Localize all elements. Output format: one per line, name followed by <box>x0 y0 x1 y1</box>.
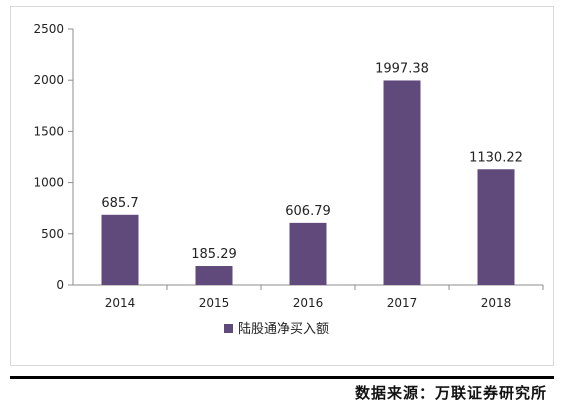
bar-2014 <box>101 214 139 285</box>
x-tick-label: 2015 <box>199 296 230 310</box>
chart-frame: 0 500 1000 1500 2000 2500 2014 685.7 2015 185.29 2… <box>10 6 554 366</box>
y-tick-label: 1500 <box>33 124 64 138</box>
bar-2016 <box>289 222 327 285</box>
x-tick-label: 2017 <box>387 296 418 310</box>
y-tick-label: 0 <box>56 278 64 292</box>
legend-swatch <box>224 324 233 333</box>
x-tick-label: 2018 <box>481 296 512 310</box>
data-label: 606.79 <box>285 204 331 219</box>
y-tick-label: 2500 <box>33 22 64 36</box>
data-label: 185.29 <box>191 247 237 262</box>
bar-2017 <box>383 80 421 285</box>
data-label: 685.7 <box>101 196 138 211</box>
bar-2018 <box>477 169 515 285</box>
source-note: 数据来源：万联证券研究所 <box>354 384 547 402</box>
divider-rule <box>10 376 554 379</box>
x-tick-label: 2016 <box>293 296 324 310</box>
bar-2015 <box>195 266 233 285</box>
y-tick-label: 500 <box>41 227 64 241</box>
bar-chart: 0 500 1000 1500 2000 2500 2014 685.7 2015 185.29 2… <box>33 22 544 337</box>
data-label: 1130.22 <box>469 150 523 165</box>
x-tick-label: 2014 <box>105 296 136 310</box>
y-tick-label: 1000 <box>33 176 64 190</box>
data-label: 1997.38 <box>375 61 429 76</box>
y-tick-label: 2000 <box>33 73 64 87</box>
legend-label: 陆股通净买入额 <box>238 321 329 337</box>
